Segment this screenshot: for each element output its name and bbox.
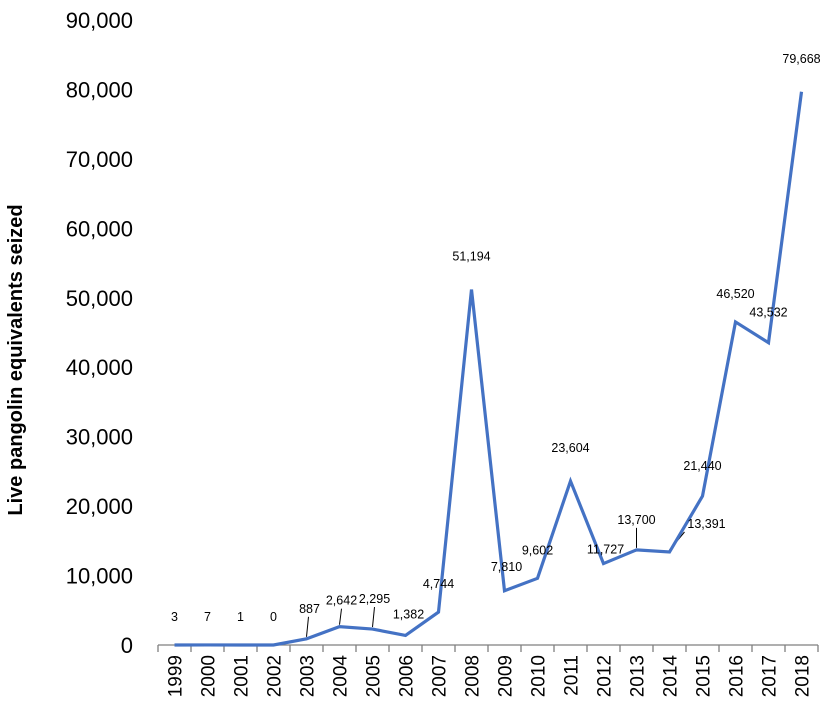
data-label: 46,520 bbox=[716, 287, 754, 301]
data-label-leader bbox=[372, 607, 375, 628]
y-tick-label: 30,000 bbox=[66, 425, 133, 450]
x-tick-label: 2015 bbox=[694, 655, 715, 697]
y-tick-label: 90,000 bbox=[66, 8, 133, 33]
x-tick-label: 2008 bbox=[463, 655, 484, 697]
x-tick-label: 2011 bbox=[562, 655, 583, 696]
data-label: 21,440 bbox=[683, 459, 721, 473]
data-label: 43,532 bbox=[749, 306, 787, 320]
y-axis-ticks: 0 10,000 20,000 30,000 40,000 50,000 60,000 70,… bbox=[66, 8, 133, 658]
x-tick-label: 2006 bbox=[397, 655, 418, 697]
data-label: 9,602 bbox=[522, 543, 553, 557]
y-tick-label: 10,000 bbox=[66, 564, 133, 589]
data-label: 3 bbox=[171, 610, 178, 624]
y-tick-label: 0 bbox=[121, 633, 133, 658]
data-label: 887 bbox=[299, 602, 320, 616]
x-tick-label: 2003 bbox=[298, 655, 319, 697]
data-label-leaders bbox=[306, 527, 685, 637]
y-tick-label: 70,000 bbox=[66, 147, 133, 172]
x-tick-label: 2013 bbox=[628, 655, 649, 697]
data-label: 23,604 bbox=[551, 441, 589, 455]
y-tick-label: 60,000 bbox=[66, 216, 133, 241]
data-label: 7,810 bbox=[491, 560, 522, 574]
x-axis-ticks: 1999 2000 2001 2002 2003 2004 2005 2006 2007 2008… bbox=[157, 645, 819, 698]
data-label-leader bbox=[306, 616, 309, 637]
y-axis-label: Live pangolin equivalents seized bbox=[5, 204, 27, 515]
x-tick-label: 2000 bbox=[199, 655, 220, 697]
x-tick-label: 1999 bbox=[166, 655, 187, 697]
x-tick-label: 2012 bbox=[595, 655, 616, 697]
data-label: 11,727 bbox=[587, 543, 624, 557]
y-tick-label: 50,000 bbox=[66, 286, 133, 311]
x-tick-label: 2007 bbox=[430, 655, 451, 697]
data-label: 2,295 bbox=[359, 592, 390, 606]
data-label: 1,382 bbox=[393, 607, 424, 621]
y-tick-label: 40,000 bbox=[66, 355, 133, 380]
y-tick-label: 20,000 bbox=[66, 494, 133, 519]
x-tick-label: 2004 bbox=[331, 655, 352, 698]
x-tick-label: 2014 bbox=[661, 655, 682, 698]
x-tick-label: 2010 bbox=[529, 655, 550, 697]
y-tick-label: 80,000 bbox=[66, 77, 133, 102]
x-tick-label: 2018 bbox=[793, 655, 814, 697]
data-label: 4,744 bbox=[423, 577, 454, 591]
data-label: 0 bbox=[270, 610, 277, 624]
x-tick-label: 2016 bbox=[727, 655, 748, 697]
data-label: 13,700 bbox=[617, 513, 655, 527]
x-tick-label: 2009 bbox=[496, 655, 517, 697]
data-label: 79,668 bbox=[782, 52, 820, 66]
data-label: 7 bbox=[204, 610, 211, 624]
data-label: 2,642 bbox=[326, 594, 357, 608]
x-tick-label: 2017 bbox=[760, 655, 781, 697]
data-label: 1 bbox=[237, 610, 244, 624]
data-label-leader bbox=[339, 608, 342, 625]
x-tick-label: 2005 bbox=[364, 655, 385, 697]
data-label: 13,391 bbox=[687, 517, 725, 531]
data-label: 51,194 bbox=[452, 249, 490, 263]
x-tick-label: 2001 bbox=[232, 655, 253, 697]
x-tick-label: 2002 bbox=[265, 655, 286, 697]
series-line bbox=[174, 91, 804, 647]
